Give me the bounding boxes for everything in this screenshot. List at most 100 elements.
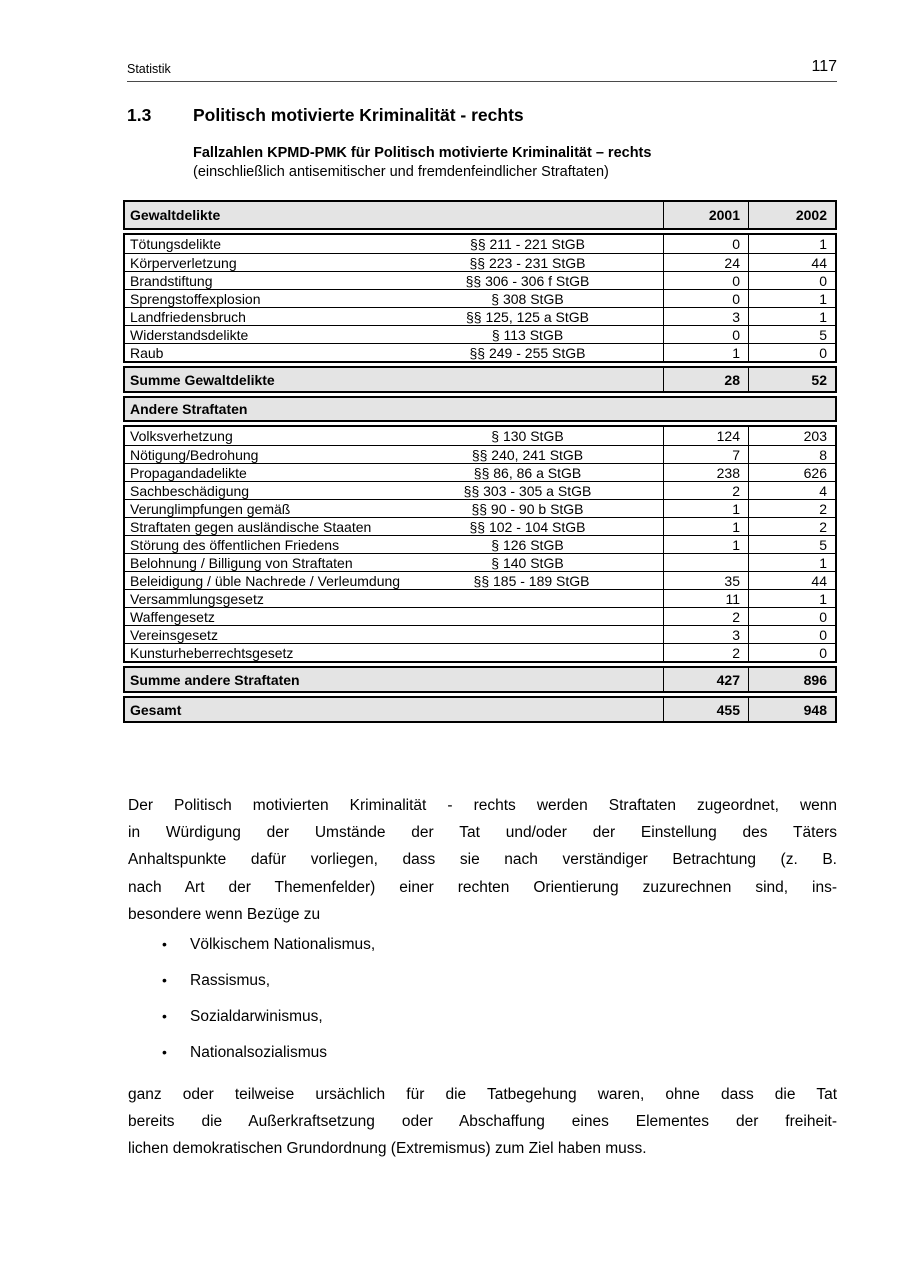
list-item: • Sozialdarwinismus, [128, 1008, 837, 1035]
table-row: Raub §§ 249 - 255 StGB 1 0 [125, 343, 835, 361]
offence-cell: Störung des öffentlichen Friedens § 126 … [125, 536, 663, 553]
value-2002: 0 [748, 344, 835, 361]
statute-reference: §§ 223 - 231 StGB [469, 254, 586, 271]
list-item: • Völkischem Nationalismus, [128, 936, 837, 963]
table-row: Vereinsgesetz 3 0 [125, 625, 835, 643]
offence-name: Kunsturheberrechtsgesetz [130, 644, 294, 661]
table-row: Propagandadelikte §§ 86, 86 a StGB 238 6… [125, 463, 835, 481]
section-title: Politisch motivierte Kriminalität - rech… [193, 105, 524, 125]
statute-reference: § 130 StGB [491, 428, 564, 444]
value-2001: 0 [663, 235, 748, 253]
page-number: 117 [811, 58, 837, 75]
value-2001: 24 [663, 254, 748, 271]
value-2002: 2 [748, 518, 835, 535]
total-label: Gesamt [130, 701, 182, 718]
value-2002: 0 [748, 608, 835, 625]
header-label-cell: Gewaltdelikte [125, 202, 663, 228]
sum-other-segment: Summe andere Straftaten 427 896 [123, 666, 837, 693]
table-row: Verunglimpfungen gemäß §§ 90 - 90 b StGB… [125, 499, 835, 517]
value-2001: 0 [663, 272, 748, 289]
table-caption-line1: Fallzahlen KPMD-PMK für Politisch motivi… [193, 145, 652, 161]
total-2002: 948 [748, 698, 835, 721]
list-item: • Nationalsozialismus [128, 1044, 837, 1071]
paragraph-line: Der Politisch motivierten Kriminalität -… [128, 797, 837, 814]
value-2001: 3 [663, 626, 748, 643]
sum-violence-2001: 28 [663, 368, 748, 391]
value-2002: 0 [748, 626, 835, 643]
value-2001: 1 [663, 518, 748, 535]
offence-cell: Verunglimpfungen gemäß §§ 90 - 90 b StGB [125, 500, 663, 517]
offence-cell: Brandstiftung §§ 306 - 306 f StGB [125, 272, 663, 289]
value-2001: 35 [663, 572, 748, 589]
offence-name: Volksverhetzung [130, 428, 233, 444]
table-row: Nötigung/Bedrohung §§ 240, 241 StGB 7 8 [125, 445, 835, 463]
table-header-row: Gewaltdelikte 2001 2002 [125, 202, 835, 228]
value-2001: 7 [663, 446, 748, 463]
value-2002: 1 [748, 554, 835, 571]
offence-cell: Sachbeschädigung §§ 303 - 305 a StGB [125, 482, 663, 499]
table-row: Kunsturheberrechtsgesetz 2 0 [125, 643, 835, 661]
offence-name: Straftaten gegen ausländische Staaten [130, 518, 372, 535]
table-row: Landfriedensbruch §§ 125, 125 a StGB 3 1 [125, 307, 835, 325]
list-item-text: Nationalsozialismus [190, 1044, 327, 1061]
statute-reference: §§ 306 - 306 f StGB [465, 272, 590, 289]
offence-cell: Nötigung/Bedrohung §§ 240, 241 StGB [125, 446, 663, 463]
sum-violence-label: Summe Gewaltdelikte [130, 371, 275, 388]
bullet-icon: • [162, 1044, 167, 1060]
running-title: Statistik [127, 62, 171, 76]
statute-reference: §§ 102 - 104 StGB [469, 518, 586, 535]
offence-name: Nötigung/Bedrohung [130, 446, 259, 463]
offence-cell: Körperverletzung §§ 223 - 231 StGB [125, 254, 663, 271]
table-row: Störung des öffentlichen Friedens § 126 … [125, 535, 835, 553]
sum-other-label-cell: Summe andere Straftaten [125, 668, 663, 691]
list-item-text: Sozialdarwinismus, [190, 1008, 323, 1025]
statute-reference: §§ 90 - 90 b StGB [471, 500, 584, 517]
paragraph-line: nach Art der Themenfelder) einer rechten… [128, 878, 837, 896]
value-2002: 203 [748, 427, 835, 445]
value-2002: 44 [748, 254, 835, 271]
value-2001: 1 [663, 536, 748, 553]
value-2001: 1 [663, 344, 748, 361]
value-2002: 2 [748, 500, 835, 517]
offence-name: Vereinsgesetz [130, 626, 218, 643]
list-item: • Rassismus, [128, 972, 837, 999]
statute-reference: § 308 StGB [491, 290, 564, 307]
value-2001: 2 [663, 644, 748, 661]
offence-name: Sprengstoffexplosion [130, 290, 261, 307]
table-caption: Fallzahlen KPMD-PMK für Politisch motivi… [193, 144, 651, 182]
value-2001: 0 [663, 326, 748, 343]
sum-violence-row: Summe Gewaltdelikte 28 52 [125, 368, 835, 391]
value-2001: 124 [663, 427, 748, 445]
sum-other-2002: 896 [748, 668, 835, 691]
bullet-icon: • [162, 972, 167, 988]
offence-cell: Sprengstoffexplosion § 308 StGB [125, 290, 663, 307]
value-2002: 1 [748, 235, 835, 253]
statute-reference: §§ 249 - 255 StGB [469, 344, 586, 361]
table-row: Brandstiftung §§ 306 - 306 f StGB 0 0 [125, 271, 835, 289]
offence-cell: Tötungsdelikte §§ 211 - 221 StGB [125, 235, 663, 253]
offence-name: Propagandadelikte [130, 464, 247, 481]
header-label: Gewaltdelikte [130, 207, 221, 223]
offence-name: Brandstiftung [130, 272, 213, 289]
sum-violence-2002: 52 [748, 368, 835, 391]
statute-reference: §§ 211 - 221 StGB [470, 236, 585, 252]
table-row: Widerstandsdelikte § 113 StGB 0 5 [125, 325, 835, 343]
statistics-table: Gewaltdelikte 2001 2002 Tötungsdelikte §… [123, 200, 837, 726]
other-section-header-segment: Andere Straftaten [123, 396, 837, 422]
section-heading: 1.3 Politisch motivierte Kriminalität - … [127, 105, 524, 126]
offence-cell: Versammlungsgesetz [125, 590, 663, 607]
table-row: Körperverletzung §§ 223 - 231 StGB 24 44 [125, 253, 835, 271]
table-row: Sprengstoffexplosion § 308 StGB 0 1 [125, 289, 835, 307]
value-2001: 2 [663, 608, 748, 625]
offence-name: Raub [130, 344, 164, 361]
offence-name: Belohnung / Billigung von Straftaten [130, 554, 353, 571]
value-2001 [663, 554, 748, 571]
statute-reference: §§ 185 - 189 StGB [473, 572, 590, 589]
header-year-2001: 2001 [663, 202, 748, 228]
offence-name: Sachbeschädigung [130, 482, 250, 499]
value-2001: 0 [663, 290, 748, 307]
value-2002: 0 [748, 272, 835, 289]
value-2002: 1 [748, 590, 835, 607]
table-row: Sachbeschädigung §§ 303 - 305 a StGB 2 4 [125, 481, 835, 499]
